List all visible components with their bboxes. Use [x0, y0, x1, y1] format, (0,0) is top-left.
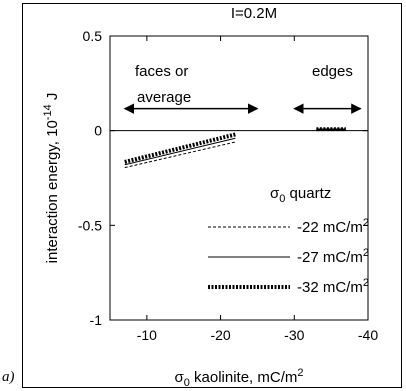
legend-title: σ0 quartz — [270, 185, 331, 205]
x-axis-label: σ0 kaolinite, mC/m2 — [174, 367, 303, 389]
series-lines — [124, 127, 346, 169]
y-tick-label: -0.5 — [78, 217, 102, 233]
series-line-3 — [124, 132, 236, 164]
x-tick-label: -30 — [284, 327, 304, 343]
x-tick-label: -20 — [210, 327, 230, 343]
y-axis-ticks: -1 -0.5 0 0.5 — [78, 28, 368, 328]
figure-frame — [22, 3, 402, 388]
series-line-1 — [124, 141, 236, 169]
faces-label-line2: average — [137, 89, 191, 106]
series-line-2 — [124, 137, 236, 166]
legend-label: -27 mC/m2 — [297, 247, 369, 266]
legend-label: -32 mC/m2 — [297, 277, 369, 296]
legend: -22 mC/m2 -27 mC/m2 -32 mC/m2 — [208, 217, 369, 296]
x-tick-label: -10 — [137, 327, 157, 343]
faces-label-line1: faces or — [135, 63, 188, 80]
edges-label: edges — [312, 63, 353, 80]
panel-label: a) — [2, 369, 15, 385]
x-tick-label: -40 — [358, 327, 378, 343]
y-tick-label: 0.5 — [83, 28, 103, 44]
y-tick-label: -1 — [90, 312, 103, 328]
y-axis-label: interaction energy, 10-14 J — [42, 93, 61, 264]
legend-label: -22 mC/m2 — [297, 217, 369, 236]
y-tick-label: 0 — [94, 123, 102, 139]
plot-area-border — [109, 35, 369, 321]
chart-title: I=0.2M — [231, 5, 277, 22]
x-axis-ticks: -10 -20 -30 -40 — [137, 36, 378, 343]
